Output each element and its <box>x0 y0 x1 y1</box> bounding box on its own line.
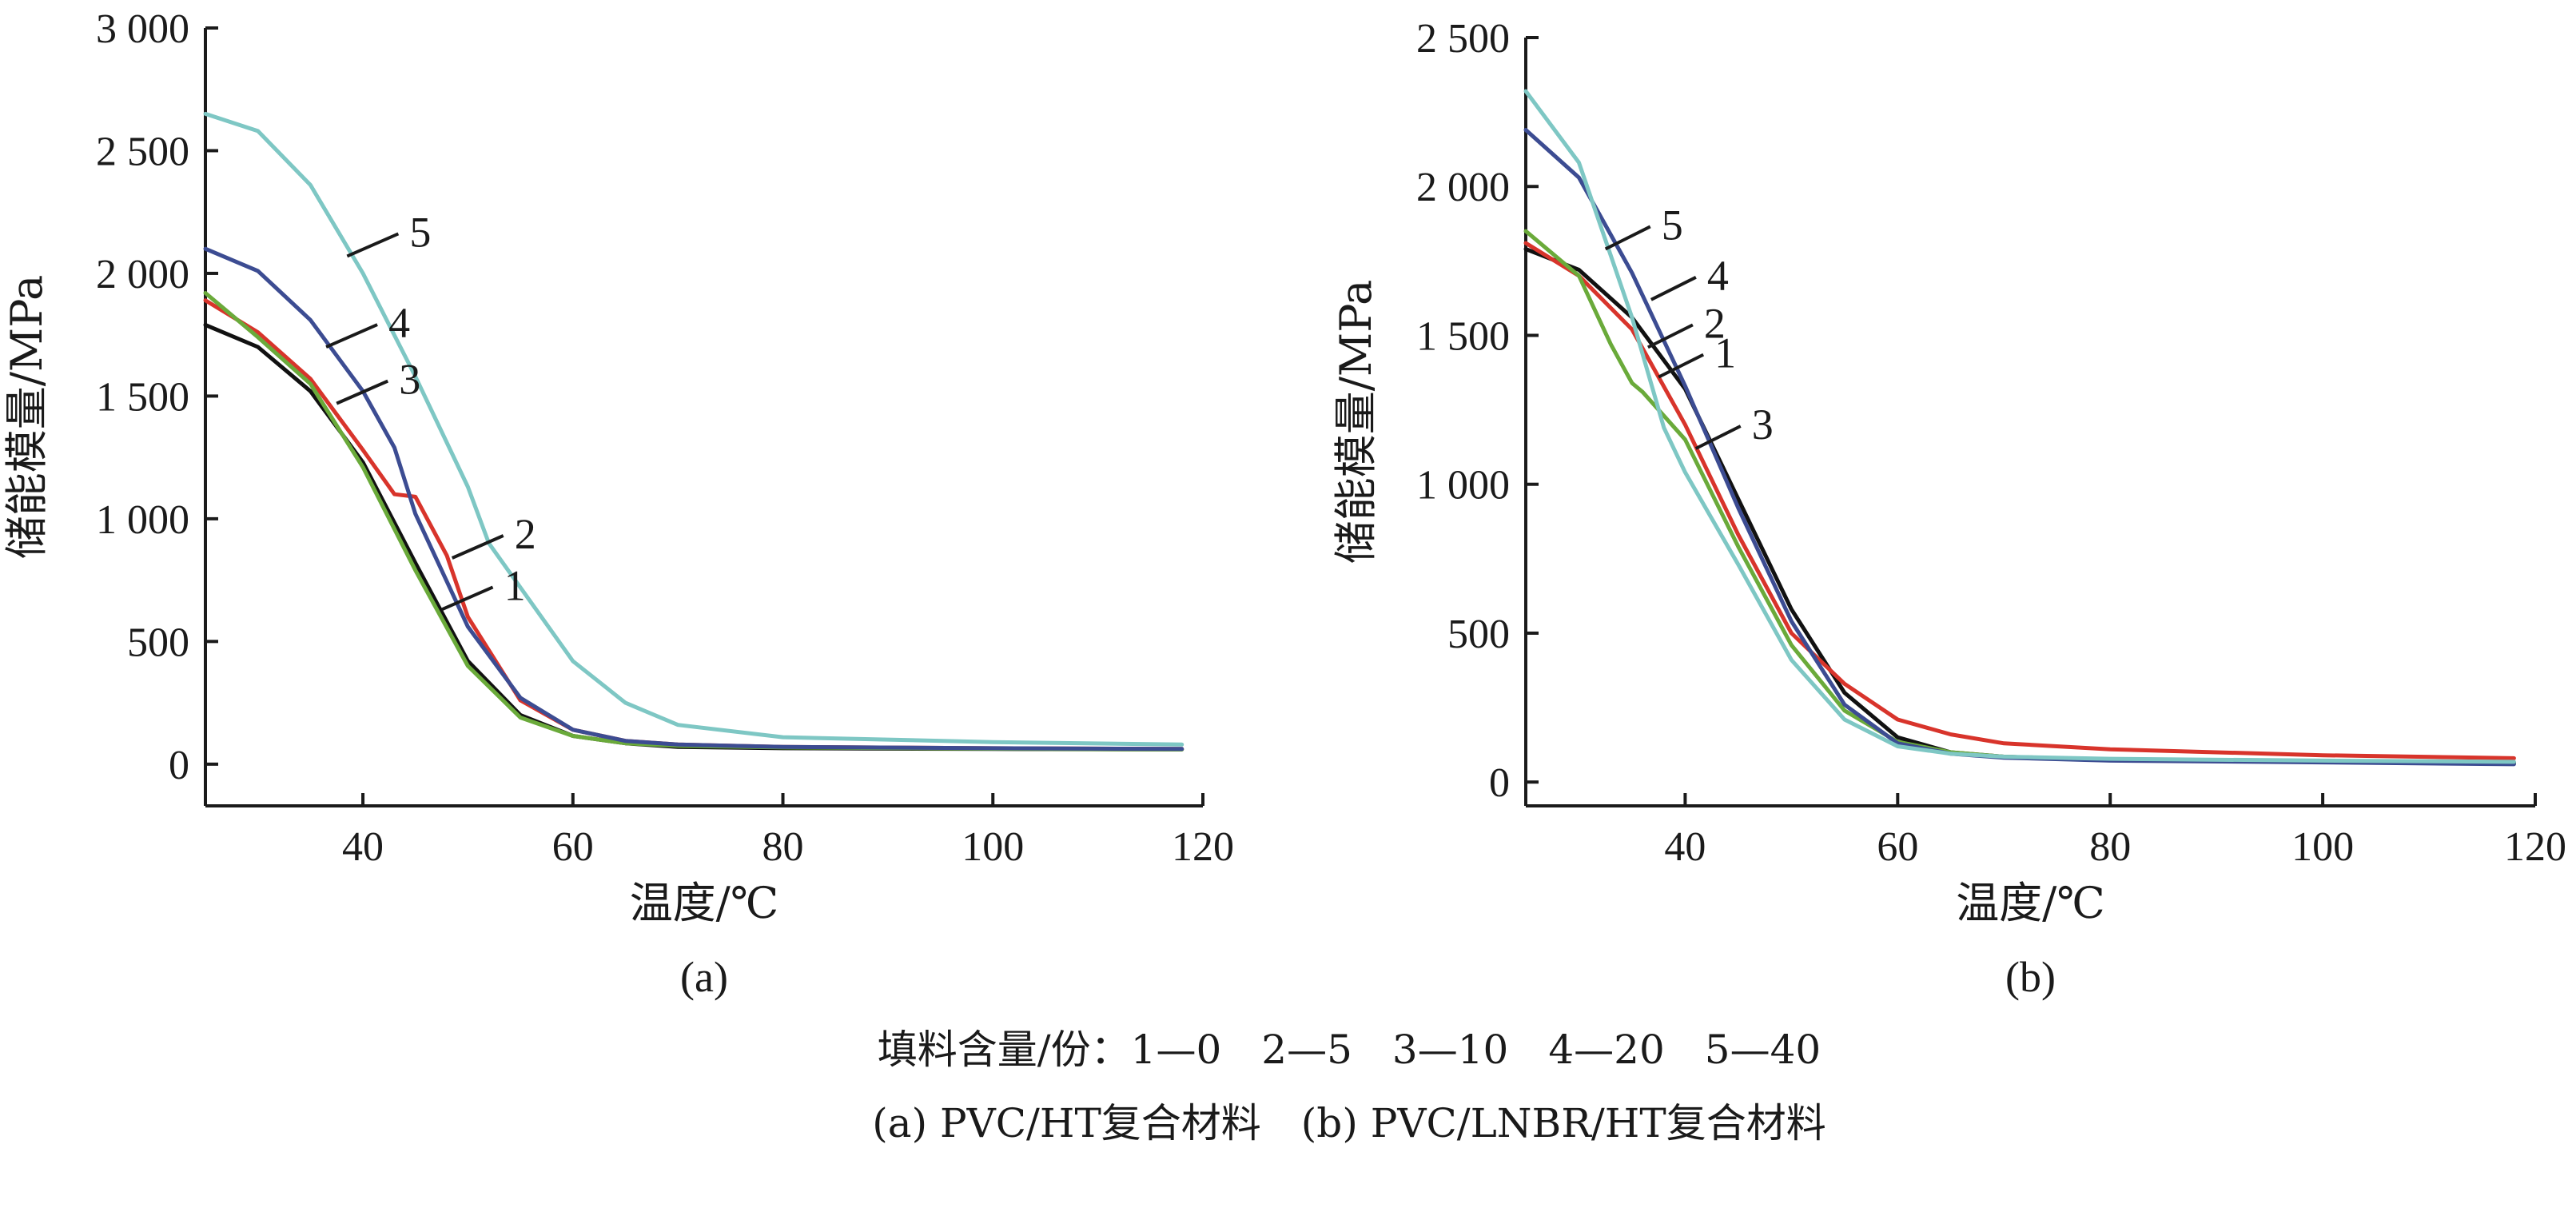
panel-a-callout-3-label: 3 <box>399 356 420 404</box>
panel-a-y-tick-label: 1 000 <box>96 497 189 543</box>
panel-b-series-5-line <box>1523 89 2516 764</box>
panel-a-y-tick-label: 0 <box>169 743 189 788</box>
panel-a-label: (a) <box>680 953 728 1001</box>
panel-a-callout-2-leader <box>451 534 504 560</box>
legend-caption: 填料含量/份：1—0 2—5 3—10 4—20 5—40 <box>878 1027 1821 1073</box>
panel-b-label: (b) <box>2005 953 2056 1001</box>
panel-a-series-1-line <box>203 322 1184 752</box>
panel-a-series-5-line <box>203 111 1184 747</box>
panel-b-callout-5-leader <box>1604 225 1651 251</box>
panel-b-y-tick-label: 0 <box>1489 760 1510 806</box>
panel-a-callout-4-label: 4 <box>388 299 410 347</box>
panel-b-callout-2-leader <box>1646 323 1694 349</box>
panel-a-callout-5-label: 5 <box>409 208 431 256</box>
panel-a-x-tick-label: 120 <box>1172 824 1234 870</box>
panel-a-x-axis-title: 温度/℃ <box>630 878 779 928</box>
panel-b-chart: 0 500 1 000 1 500 2 000 2 500 40 60 80 100 120 温度/℃… <box>1331 16 2566 1001</box>
panel-b-y-tick-label: 2 000 <box>1416 165 1510 210</box>
panel-a-x-tick-label: 40 <box>342 824 384 870</box>
panel-a-x-tick-label: 60 <box>552 824 594 870</box>
panel-a-series-2-line <box>203 298 1184 752</box>
panel-a-y-tick-label: 3 000 <box>96 6 189 52</box>
panel-b-callout-4-label: 4 <box>1707 252 1729 300</box>
panel-b-series-1-line <box>1523 247 2516 765</box>
panel-b-x-tick-label: 100 <box>2291 824 2354 870</box>
panel-a-x-tick-label: 100 <box>962 824 1024 870</box>
panel-b-x-tick-label: 40 <box>1664 824 1706 870</box>
panel-a-callout-4-leader <box>325 323 378 349</box>
panel-b-callout-1-label: 1 <box>1714 329 1736 377</box>
panel-a-y-tick-label: 1 500 <box>96 374 189 420</box>
panel-a-callout-1-label: 1 <box>504 561 526 609</box>
panels-caption: (a) PVC/HT复合材料 (b) PVC/LNBR/HT复合材料 <box>872 1100 1825 1146</box>
panel-b-callout-1-leader <box>1658 353 1705 379</box>
panel-a-y-tick-label: 2 500 <box>96 129 189 174</box>
panel-b-y-axis-title: 储能模量/MPa <box>1331 280 1381 564</box>
panel-a-x-tick-label: 80 <box>762 824 804 870</box>
panel-b-y-tick-label: 2 500 <box>1416 16 1510 62</box>
panel-b-callout-5-label: 5 <box>1662 201 1683 249</box>
panel-a-series-4-line <box>203 246 1184 752</box>
panel-b-callout-2-label: 2 <box>1704 299 1726 347</box>
panel-b-y-tick-label: 1 500 <box>1416 313 1510 359</box>
panel-b-series-2-line <box>1523 241 2516 760</box>
panel-a-chart: 0 500 1 000 1 500 2 000 2 500 3 000 40 60 80 100 12… <box>2 6 1234 1001</box>
panel-b-series-3-line <box>1523 229 2516 766</box>
panel-b-callout-3-leader <box>1694 425 1742 450</box>
panel-b-y-tick-label: 500 <box>1447 612 1510 657</box>
panel-b-x-tick-label: 60 <box>1877 824 1918 870</box>
panel-b-y-tick-label: 1 000 <box>1416 463 1510 508</box>
panel-a-y-tick-label: 2 000 <box>96 252 189 297</box>
panel-a-series-3-line <box>203 291 1184 752</box>
panel-a-callout-2-label: 2 <box>515 510 536 558</box>
panel-b-x-tick-label: 80 <box>2089 824 2131 870</box>
panel-a-y-tick-label: 500 <box>127 620 189 665</box>
panel-b-callout-3-label: 3 <box>1752 401 1774 449</box>
panel-a-callout-3-leader <box>336 379 389 405</box>
panel-b-callout-4-leader <box>1650 275 1697 301</box>
panel-b-x-tick-label: 120 <box>2504 824 2566 870</box>
panel-a-callout-1-leader <box>440 585 494 612</box>
panel-a-callout-5-leader <box>346 232 400 258</box>
panel-b-x-axis-title: 温度/℃ <box>1956 878 2105 928</box>
panel-a-y-axis-title: 储能模量/MPa <box>2 275 52 560</box>
